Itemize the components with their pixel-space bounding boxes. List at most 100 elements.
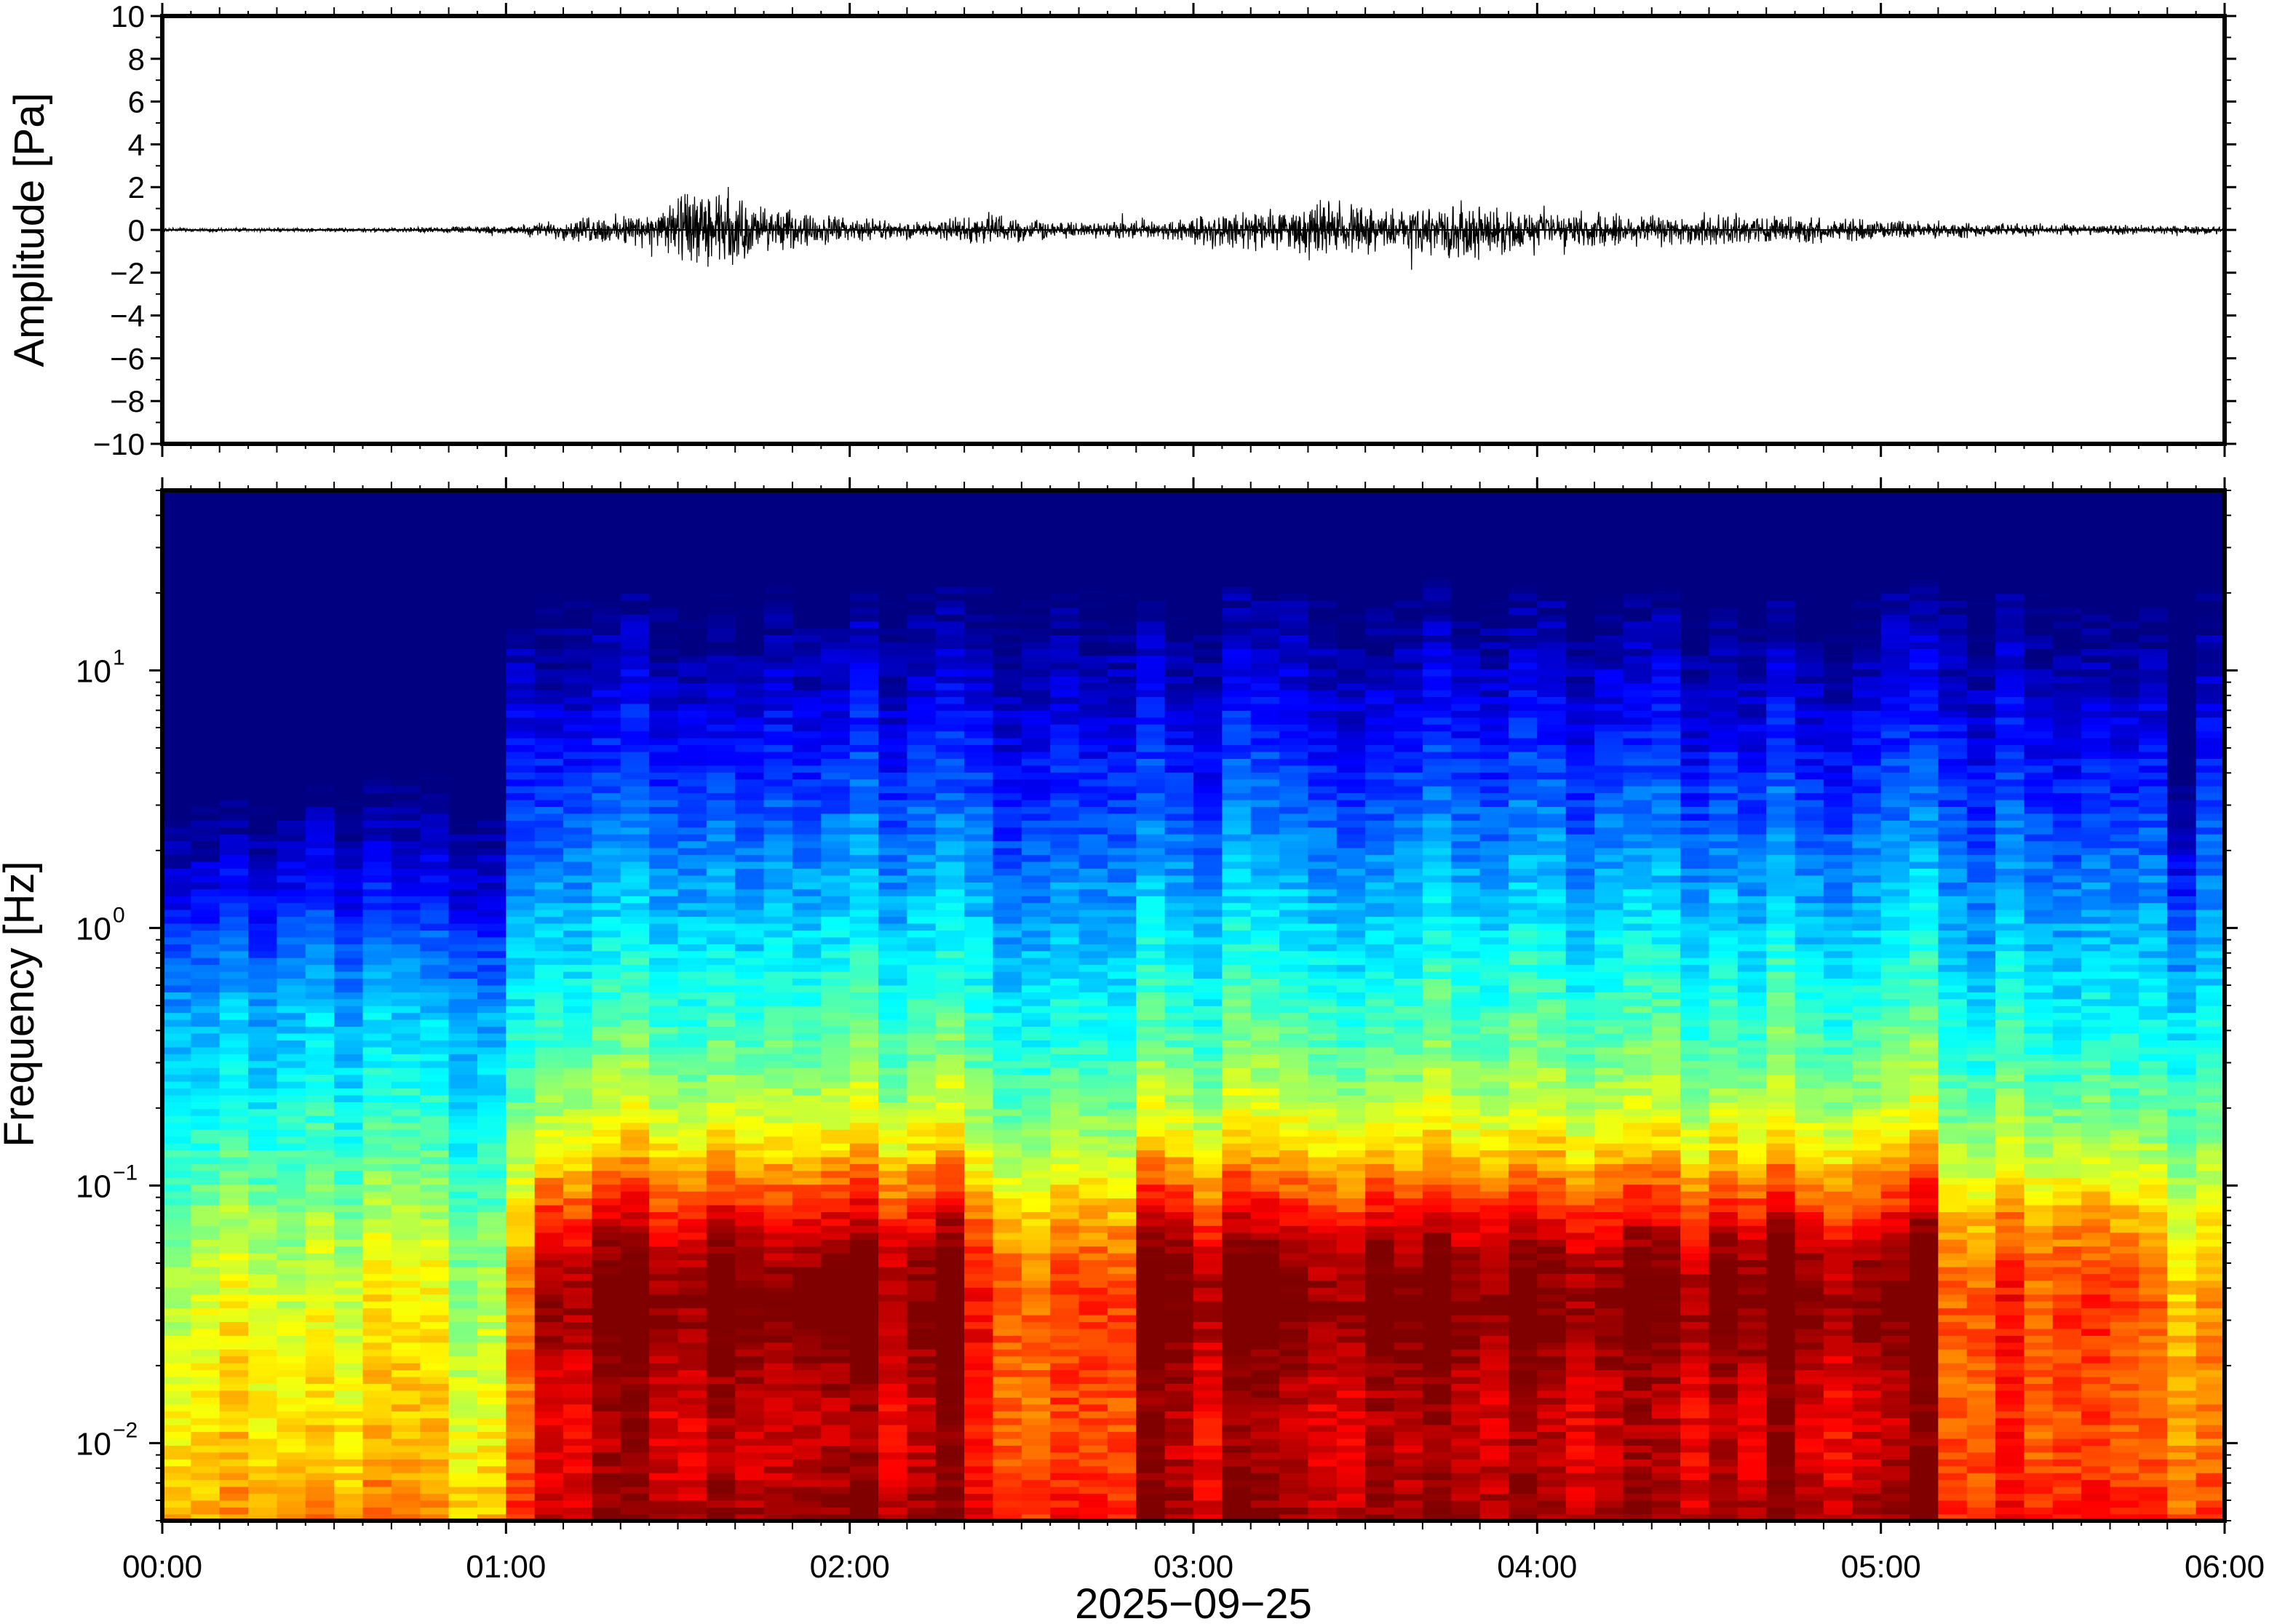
spectrogram-cell (477, 1232, 507, 1240)
spectrogram-cell (964, 1431, 994, 1439)
spectrogram-cell (964, 669, 994, 677)
spectrogram-cell (191, 565, 220, 574)
spectrogram-cell (362, 964, 392, 972)
spectrogram-cell (277, 552, 306, 560)
spectrogram-cell (907, 772, 937, 780)
spectrogram-cell (849, 662, 879, 670)
spectrogram-cell (448, 1307, 478, 1315)
spectrogram-cell (849, 868, 879, 876)
spectrogram-cell (792, 531, 822, 539)
spectrogram-cell (935, 723, 965, 732)
spectrogram-cell (448, 593, 478, 601)
spectrogram-cell (1050, 1142, 1080, 1151)
spectrogram-cell (706, 731, 736, 739)
spectrogram-cell (1050, 971, 1080, 979)
spectrogram-cell (620, 992, 650, 1000)
spectrogram-cell (162, 1122, 192, 1130)
spectrogram-cell (907, 909, 937, 918)
spectrogram-cell (935, 497, 965, 505)
spectrogram-cell (534, 1459, 564, 1467)
spectrogram-cell (964, 1012, 994, 1020)
spectrogram-cell (477, 1314, 507, 1323)
spectrogram-cell (677, 1184, 707, 1192)
spectrogram-cell (964, 1397, 994, 1405)
spectrogram-cell (506, 806, 536, 814)
spectrogram-cell (448, 751, 478, 759)
spectrogram-cell (935, 1198, 965, 1206)
spectrogram-cell (563, 1479, 593, 1487)
spectrogram-cell (677, 1342, 707, 1350)
spectrogram-cell (821, 785, 851, 794)
spectrogram-cell (277, 936, 306, 944)
spectrogram-cell (362, 1356, 392, 1364)
spectrogram-cell (277, 531, 306, 539)
spectrogram-cell (420, 875, 450, 883)
spectrogram-cell (1021, 1321, 1051, 1329)
spectrogram-cell (677, 1314, 707, 1323)
spectrogram-cell (849, 641, 879, 649)
spectrogram-cell (964, 944, 994, 952)
spectrogram-cell (935, 1150, 965, 1158)
spectrogram-cell (1021, 944, 1051, 952)
spectrogram-cell (248, 613, 278, 622)
spectrogram-cell (477, 957, 507, 966)
spectrogram-cell (391, 820, 421, 828)
spectrogram-cell (907, 1397, 937, 1405)
spectrogram-cell (993, 511, 1022, 519)
spectrogram-cell (219, 627, 249, 636)
spectrogram-cell (162, 916, 192, 924)
spectrogram-cell (477, 1294, 507, 1302)
spectrogram-cell (878, 1129, 908, 1137)
spectrogram-cell (448, 1259, 478, 1267)
spectrogram-cell (735, 511, 765, 519)
spectrogram-cell (792, 1067, 822, 1075)
spectrogram-cell (935, 1225, 965, 1233)
spectrogram-cell (277, 1404, 306, 1412)
spectrogram-cell (907, 703, 937, 711)
spectrogram-cell (506, 1294, 536, 1302)
spectrogram-cell (563, 861, 593, 869)
spectrogram-cell (391, 1479, 421, 1487)
spectrogram-cell (391, 1032, 421, 1040)
spectrogram-cell (448, 1328, 478, 1336)
spectrogram-cell (849, 648, 879, 656)
spectrogram-cell (735, 902, 765, 910)
spectrogram-cell (506, 545, 536, 553)
spectrogram-cell (849, 1328, 879, 1336)
spectrogram-cell (649, 531, 679, 539)
spectrogram-cell (362, 538, 392, 546)
spectrogram-cell (362, 675, 392, 684)
spectrogram-cell (993, 1417, 1022, 1425)
spectrogram-cell (935, 902, 965, 910)
spectrogram-cell (735, 1349, 765, 1357)
spectrogram-cell (964, 1232, 994, 1240)
spectrogram-cell (792, 600, 822, 608)
spectrogram-cell (305, 806, 335, 814)
spectrogram-cell (477, 902, 507, 910)
spectrogram-cell (907, 1294, 937, 1302)
spectrogram-cell (305, 792, 335, 800)
spectrogram-cell (993, 710, 1022, 718)
spectrogram-cell (792, 758, 822, 766)
spectrogram-cell (391, 1314, 421, 1323)
spectrogram-cell (277, 1486, 306, 1494)
spectrogram-cell (878, 854, 908, 862)
spectrogram-cell (563, 641, 593, 649)
spectrogram-cell (878, 916, 908, 924)
spectrogram-cell (534, 559, 564, 567)
spectrogram-cell (706, 1225, 736, 1233)
spectrogram-cell (362, 868, 392, 876)
spectrogram-cell (878, 950, 908, 958)
spectrogram-cell (420, 689, 450, 697)
spectrogram-cell (1021, 545, 1051, 553)
spectrogram-cell (477, 1032, 507, 1040)
spectrogram-cell (305, 799, 335, 808)
spectrogram-cell (792, 916, 822, 924)
spectrogram-cell (849, 682, 879, 690)
spectrogram-cell (592, 1328, 621, 1336)
spectrogram-cell (677, 731, 707, 739)
spectrogram-cell (391, 648, 421, 656)
spectrogram-cell (1050, 710, 1080, 718)
spectrogram-cell (677, 1431, 707, 1439)
spectrogram-cell (162, 737, 192, 746)
